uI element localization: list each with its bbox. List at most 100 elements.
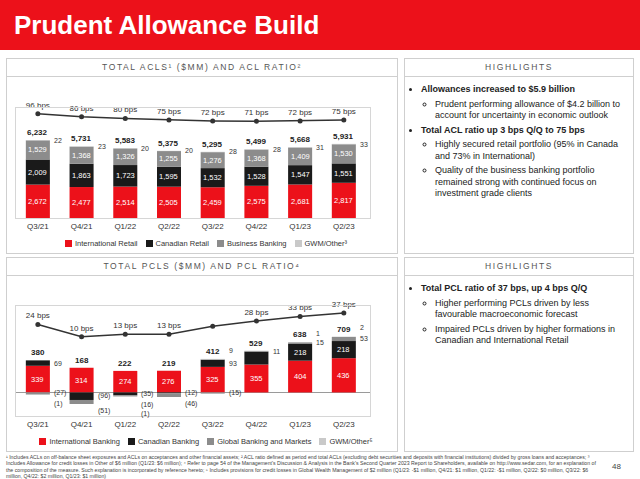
svg-text:Q1/23: Q1/23 [289, 222, 311, 231]
svg-text:Q1/22: Q1/22 [114, 420, 136, 429]
svg-text:75 bps: 75 bps [332, 107, 356, 116]
svg-text:24 bps: 24 bps [26, 311, 50, 320]
svg-text:219: 219 [162, 359, 176, 368]
svg-text:1: 1 [316, 330, 320, 337]
svg-text:28: 28 [273, 146, 281, 153]
svg-text:1,551: 1,551 [334, 169, 353, 178]
svg-text:33: 33 [360, 141, 368, 148]
svg-text:13 bps: 13 bps [157, 321, 181, 330]
svg-text:Q2/22: Q2/22 [158, 222, 180, 231]
svg-text:222: 222 [118, 359, 132, 368]
svg-text:Q4/22: Q4/22 [246, 420, 268, 429]
svg-text:(15): (15) [229, 389, 241, 397]
svg-text:(27): (27) [54, 389, 66, 397]
svg-text:Q3/22: Q3/22 [202, 222, 224, 231]
svg-text:5,583: 5,583 [115, 136, 136, 145]
svg-text:Q4/21: Q4/21 [71, 222, 93, 231]
svg-text:2,681: 2,681 [291, 197, 310, 206]
svg-text:1,723: 1,723 [116, 171, 135, 180]
svg-text:Q2/22: Q2/22 [158, 420, 180, 429]
svg-text:10 bps: 10 bps [70, 324, 94, 333]
svg-text:2,817: 2,817 [334, 196, 353, 205]
svg-text:529: 529 [249, 339, 263, 348]
svg-text:71 bps: 71 bps [244, 108, 268, 117]
svg-text:2,009: 2,009 [28, 168, 47, 177]
svg-text:Q1/23: Q1/23 [289, 420, 311, 429]
svg-text:2,505: 2,505 [159, 198, 178, 207]
svg-text:1,595: 1,595 [159, 172, 178, 181]
svg-text:86 bps: 86 bps [70, 104, 94, 113]
svg-text:2: 2 [360, 324, 364, 331]
svg-text:2,672: 2,672 [28, 197, 47, 206]
svg-text:5,931: 5,931 [333, 132, 354, 141]
svg-text:Q4/22: Q4/22 [246, 222, 268, 231]
svg-text:53: 53 [360, 335, 368, 342]
svg-text:(51): (51) [98, 407, 110, 415]
svg-text:355: 355 [250, 374, 263, 383]
svg-text:1,547: 1,547 [291, 170, 310, 179]
svg-text:5,499: 5,499 [246, 137, 267, 146]
svg-text:20: 20 [185, 147, 193, 154]
svg-text:15: 15 [316, 339, 324, 346]
svg-text:13 bps: 13 bps [113, 321, 137, 330]
svg-text:33 bps: 33 bps [288, 303, 312, 312]
svg-text:20: 20 [141, 145, 149, 152]
svg-text:72 bps: 72 bps [288, 108, 312, 117]
svg-text:1,368: 1,368 [72, 151, 91, 160]
svg-text:93: 93 [229, 360, 237, 367]
svg-text:(35): (35) [141, 390, 153, 398]
svg-text:2,459: 2,459 [203, 198, 222, 207]
svg-text:(1): (1) [141, 410, 150, 418]
svg-text:Q2/23: Q2/23 [333, 420, 355, 429]
svg-text:276: 276 [162, 377, 175, 386]
svg-text:(12): (12) [185, 389, 197, 397]
svg-text:(46): (46) [185, 400, 197, 408]
svg-text:23: 23 [98, 143, 106, 150]
svg-text:709: 709 [337, 325, 351, 334]
svg-text:Q4/21: Q4/21 [71, 420, 93, 429]
svg-text:96 bps: 96 bps [26, 101, 50, 110]
svg-text:1,276: 1,276 [203, 156, 222, 165]
svg-text:28: 28 [229, 148, 237, 155]
svg-text:1,863: 1,863 [72, 171, 91, 180]
svg-text:75 bps: 75 bps [157, 107, 181, 116]
svg-text:9: 9 [229, 347, 233, 354]
svg-text:Q1/22: Q1/22 [114, 222, 136, 231]
svg-text:(96): (96) [98, 392, 110, 400]
svg-text:2,514: 2,514 [116, 198, 135, 207]
svg-text:Q3/21: Q3/21 [27, 420, 49, 429]
svg-text:1,326: 1,326 [116, 152, 135, 161]
svg-text:1,529: 1,529 [28, 145, 47, 154]
svg-text:Q2/23: Q2/23 [333, 222, 355, 231]
svg-text:69: 69 [54, 360, 62, 367]
svg-text:218: 218 [337, 345, 350, 354]
svg-text:5,375: 5,375 [158, 139, 179, 148]
svg-text:Q3/21: Q3/21 [27, 222, 49, 231]
svg-text:314: 314 [75, 376, 88, 385]
svg-text:412: 412 [206, 347, 220, 356]
svg-text:1,528: 1,528 [247, 172, 266, 181]
svg-text:80 bps: 80 bps [113, 105, 137, 114]
svg-text:218: 218 [294, 348, 307, 357]
svg-text:6,232: 6,232 [27, 128, 48, 137]
svg-text:1,530: 1,530 [334, 149, 353, 158]
svg-text:339: 339 [31, 375, 44, 384]
svg-text:436: 436 [337, 371, 350, 380]
svg-text:22: 22 [54, 137, 62, 144]
svg-text:5,295: 5,295 [202, 140, 223, 149]
svg-text:325: 325 [206, 375, 219, 384]
svg-text:404: 404 [294, 372, 307, 381]
svg-text:(1): (1) [54, 400, 63, 408]
svg-text:1,368: 1,368 [247, 154, 266, 163]
svg-text:72 bps: 72 bps [201, 108, 225, 117]
svg-text:638: 638 [293, 330, 307, 339]
svg-text:Q3/22: Q3/22 [202, 420, 224, 429]
svg-text:11: 11 [273, 348, 280, 355]
svg-text:1,409: 1,409 [291, 152, 310, 161]
svg-text:274: 274 [119, 377, 132, 386]
svg-text:5,668: 5,668 [290, 135, 311, 144]
svg-text:168: 168 [75, 356, 89, 365]
svg-text:28 bps: 28 bps [244, 308, 268, 317]
svg-text:37 bps: 37 bps [332, 300, 356, 309]
svg-text:2,575: 2,575 [247, 197, 266, 206]
